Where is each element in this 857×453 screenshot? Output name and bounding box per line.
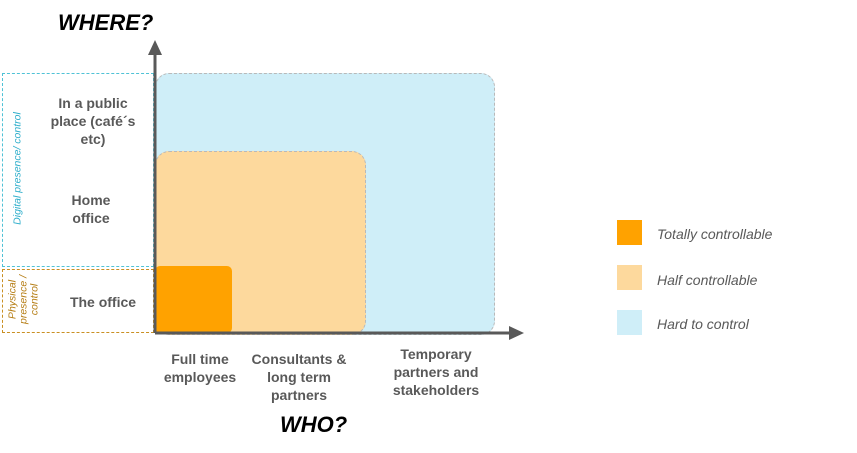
y-axis-arrowhead bbox=[148, 40, 162, 55]
y-axis-title: WHERE? bbox=[58, 10, 154, 35]
legend-swatch-half bbox=[617, 265, 642, 290]
y-category-home-office: Home office bbox=[71, 192, 111, 226]
legend-swatch-hard bbox=[617, 310, 642, 335]
legend-label-hard: Hard to control bbox=[657, 316, 749, 332]
totally-controllable-zone bbox=[155, 266, 232, 333]
x-axis-title: WHO? bbox=[280, 412, 348, 437]
legend-label-half: Half controllable bbox=[657, 272, 758, 288]
x-category-full-time: Full time employees bbox=[163, 351, 237, 385]
x-axis-arrowhead bbox=[509, 326, 524, 340]
legend-label-totally: Totally controllable bbox=[657, 226, 773, 242]
y-category-public-place: In a public place (café´s etc) bbox=[50, 95, 136, 147]
x-category-temporary: Temporary partners and stakeholders bbox=[392, 346, 480, 398]
legend-swatch-totally bbox=[617, 220, 642, 245]
y-category-the-office: The office bbox=[69, 294, 137, 310]
x-category-consultants: Consultants & long term partners bbox=[251, 351, 347, 403]
